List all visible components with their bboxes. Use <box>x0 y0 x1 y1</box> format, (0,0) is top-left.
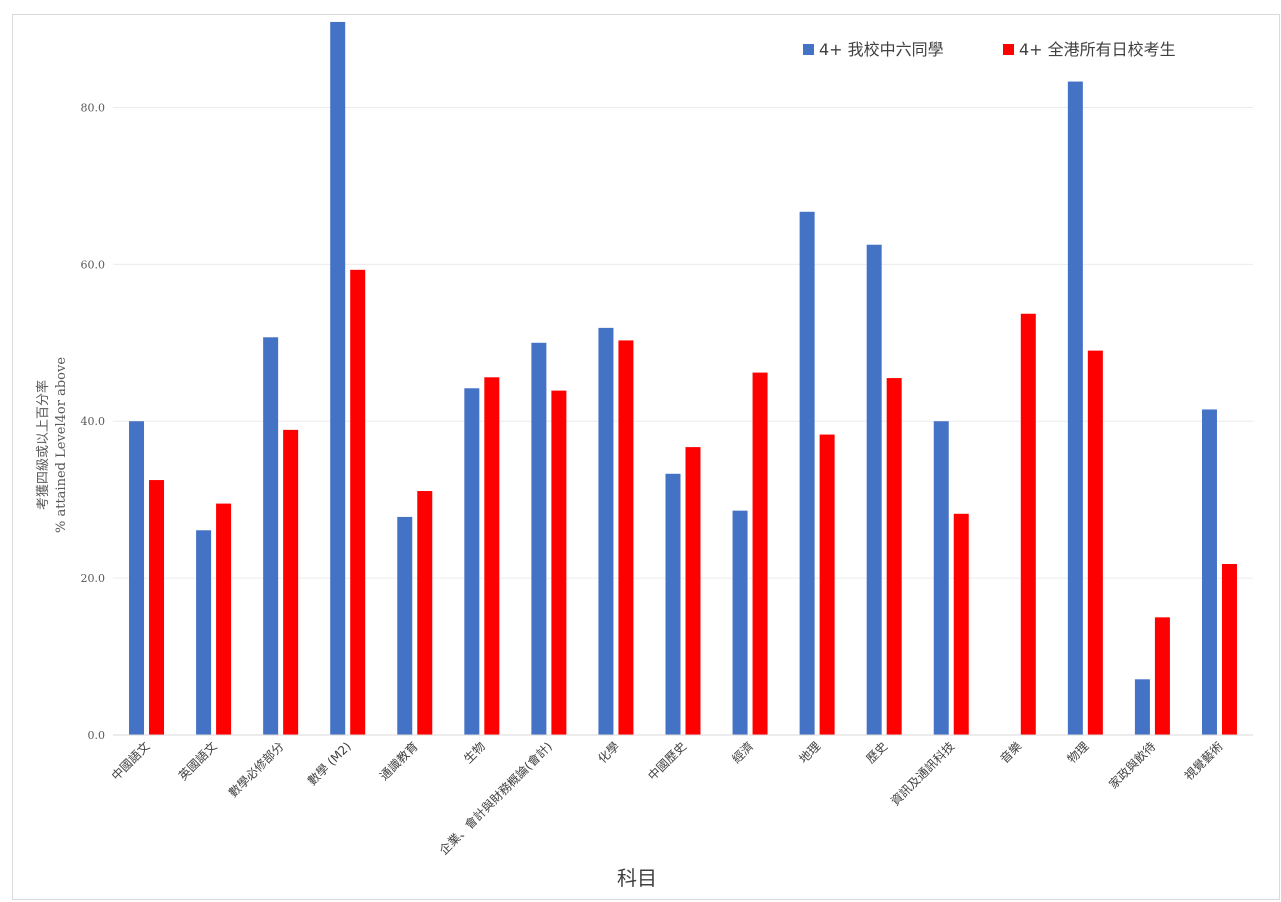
y-tick-label: 40.0 <box>81 415 106 428</box>
x-tick-label: 數學必修部分 <box>225 739 287 801</box>
bar-series2 <box>350 269 366 735</box>
bar-series1 <box>665 473 681 735</box>
bar-series1 <box>464 388 480 735</box>
bar-series2 <box>283 429 299 735</box>
x-tick-label: 通識教育 <box>376 739 421 784</box>
bar-series2 <box>752 372 768 735</box>
bar-series2 <box>1087 350 1103 735</box>
bar-series1 <box>129 421 145 735</box>
bar-series1 <box>330 21 346 735</box>
bar-series2 <box>618 340 634 735</box>
bar-series2 <box>685 447 701 735</box>
x-tick-label: 家政與飲待 <box>1105 739 1158 792</box>
x-tick-label: 音樂 <box>997 739 1025 767</box>
bar-series2 <box>819 434 835 735</box>
x-tick-label: 英國語文 <box>175 739 220 784</box>
bar-series1 <box>1067 81 1083 735</box>
legend: 4+ 我校中六同學 4+ 全港所有日校考生 <box>803 40 1176 59</box>
bar-series1 <box>799 211 815 735</box>
bar-series1 <box>397 516 413 735</box>
x-tick-label: 資訊及通訊科技 <box>887 739 957 809</box>
legend-label: 4+ 全港所有日校考生 <box>1019 40 1176 59</box>
bar-series2 <box>1154 617 1170 735</box>
x-axis-title: 科目 <box>617 866 657 890</box>
chart-svg: 0.0 20.0 40.0 60.0 80.0 中國語文 英國語文 數學必修部分 數學 (M2)… <box>35 21 1253 890</box>
x-tick-label: 地理 <box>796 739 823 766</box>
y-axis-title-line2: % attained Level4or above <box>54 357 69 533</box>
x-tick-label: 企業、會計與財務概論(會計) <box>436 739 555 858</box>
bar-series1 <box>933 421 949 735</box>
x-tick-label: 物理 <box>1065 739 1092 766</box>
legend-label: 4+ 我校中六同學 <box>819 40 944 59</box>
bar-series1 <box>866 244 882 735</box>
bar-series1 <box>531 342 547 735</box>
y-tick-label: 0.0 <box>88 729 106 742</box>
bar-series2 <box>1020 313 1036 735</box>
bar-series2 <box>216 503 232 735</box>
x-tick-label: 經濟 <box>729 739 757 767</box>
x-tick-label: 視覺藝術 <box>1181 739 1226 784</box>
y-tick-label: 20.0 <box>81 572 106 585</box>
x-tick-label: 生物 <box>461 739 488 766</box>
y-tick-label: 80.0 <box>81 101 106 114</box>
x-tick-label: 歷史 <box>863 739 890 766</box>
bar-series1 <box>732 510 748 735</box>
y-tick-label: 60.0 <box>81 258 106 271</box>
bar-series2 <box>1221 563 1237 735</box>
gridlines <box>113 106 1253 579</box>
bar-series2 <box>417 491 433 735</box>
bar-series1 <box>1134 679 1150 735</box>
bar-series1 <box>263 337 279 735</box>
bar-series2 <box>886 378 902 735</box>
bar-series2 <box>484 377 500 735</box>
bar-series1 <box>598 327 614 735</box>
x-tick-label: 化學 <box>595 739 622 766</box>
legend-swatch <box>803 44 814 55</box>
x-tick-label: 中國歷史 <box>645 739 690 784</box>
bar-series2 <box>551 390 567 735</box>
legend-swatch <box>1003 44 1014 55</box>
bar-series2 <box>953 513 969 735</box>
chart-frame: 0.0 20.0 40.0 60.0 80.0 中國語文 英國語文 數學必修部分 數學 (M2)… <box>12 14 1280 900</box>
bar-series2 <box>149 480 165 735</box>
bar-series1 <box>196 530 212 735</box>
bars <box>129 21 1237 735</box>
x-tick-label: 數學 (M2) <box>305 739 354 788</box>
y-axis-title-line1: 考獲四級或以上百分率 <box>35 380 51 510</box>
x-tick-label: 中國語文 <box>108 739 153 784</box>
bar-series1 <box>1201 409 1217 735</box>
